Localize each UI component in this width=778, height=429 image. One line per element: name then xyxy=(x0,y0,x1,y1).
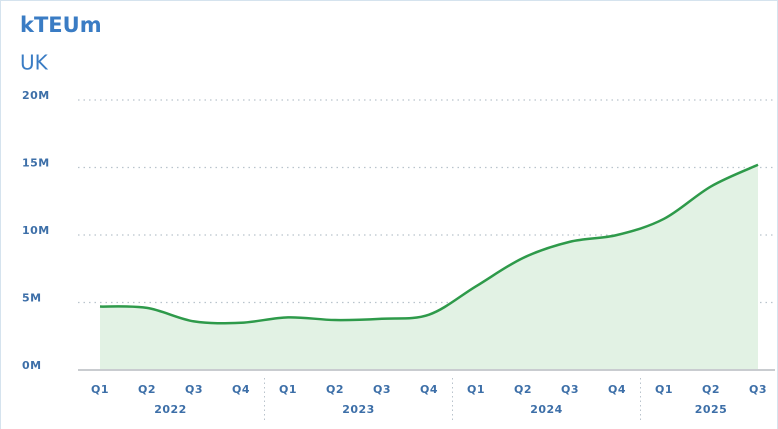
x-group-label: 2022 xyxy=(154,403,187,416)
x-tick-label: Q1 xyxy=(91,383,109,396)
y-tick-label: 5M xyxy=(22,292,42,305)
y-tick-label: 15M xyxy=(22,157,50,170)
chart-subtitle: UK xyxy=(20,51,49,75)
x-tick-label: Q1 xyxy=(467,383,485,396)
x-tick-label: Q4 xyxy=(420,383,438,396)
y-tick-label: 20M xyxy=(22,89,50,102)
x-group-label: 2023 xyxy=(342,403,375,416)
x-tick-label: Q1 xyxy=(279,383,297,396)
x-tick-label: Q2 xyxy=(514,383,532,396)
x-group-label: 2025 xyxy=(695,403,728,416)
x-tick-label: Q3 xyxy=(185,383,203,396)
x-tick-label: Q3 xyxy=(561,383,579,396)
y-tick-label: 10M xyxy=(22,224,50,237)
area xyxy=(100,164,758,370)
x-tick-label: Q4 xyxy=(608,383,626,396)
x-group-label: 2024 xyxy=(530,403,563,416)
x-tick-label: Q4 xyxy=(232,383,250,396)
x-tick-label: Q1 xyxy=(655,383,673,396)
line xyxy=(99,163,759,325)
chart-title: kTEUm xyxy=(20,13,102,37)
y-tick-label: 0M xyxy=(22,359,42,372)
x-tick-label: Q2 xyxy=(138,383,156,396)
x-tick-label: Q3 xyxy=(749,383,767,396)
x-tick-label: Q2 xyxy=(326,383,344,396)
x-tick-label: Q2 xyxy=(702,383,720,396)
x-tick-label: Q3 xyxy=(373,383,391,396)
